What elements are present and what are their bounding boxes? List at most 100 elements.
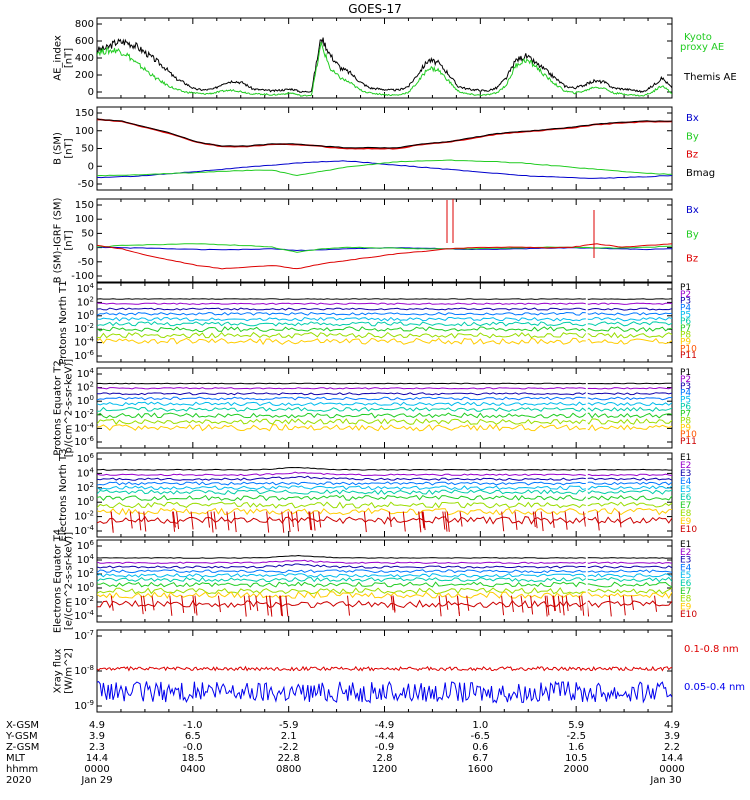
series-line [97,41,672,97]
y-tick-label: 0 [88,161,94,172]
footer-value: 2000 [563,764,588,775]
data-gap [585,454,588,536]
footer-value: -4.9 [375,720,395,731]
legend-entry: P6 [680,317,691,327]
y-tick-label: 200 [75,70,94,81]
footer-value: 10.5 [565,753,587,764]
y-axis-label: Protons Equator T2 [53,360,64,456]
flux-line [97,466,672,471]
legend-entry: E10 [680,525,697,535]
flux-spike [388,511,392,527]
flux-spike [444,511,448,532]
flux-spike [530,595,534,615]
legend-entry: P7 [680,324,691,334]
y-tick-label: 102 [77,381,94,394]
y-tick-label: -50 [78,257,94,268]
y-tick-label: 102 [77,295,94,308]
flux-spike [622,595,626,616]
y-tick-label: 10-8 [74,664,94,677]
y-tick-label: 100 [77,495,94,508]
y-tick-label: 100 [77,309,94,322]
legend-entry: E7 [680,501,691,511]
y-axis-label: AE_index [53,35,64,81]
y-tick-label: 102 [77,567,94,580]
flux-line [97,382,672,385]
series-line [97,243,672,270]
flux-line [97,321,672,327]
panel-data [97,541,672,621]
y-tick-label: 50 [81,228,94,239]
flux-spike [129,511,133,529]
y-tick-label: 100 [77,581,94,594]
flux-spike [510,595,514,613]
legend-entry: E7 [680,587,691,597]
flux-line [97,485,672,491]
panel-frame [96,17,673,99]
y-tick-label: 106 [77,452,95,465]
flux-spike [194,595,198,616]
footer-value: -0.0 [183,742,203,753]
flux-spike [501,595,505,616]
flux-spike [520,595,524,613]
y-axis-label: Xray flux [53,649,64,694]
flux-line [97,576,672,583]
panel-data [97,199,672,270]
y-tick-label: -100 [71,271,94,282]
flux-spike [169,595,173,616]
footer-value: Jan 29 [80,775,112,786]
y-tick-label: 10-6 [74,349,94,362]
y-tick-label: 400 [75,53,94,64]
flux-spike [312,511,316,531]
flux-line [97,311,672,316]
flux-line [97,481,672,486]
flux-spike [631,595,634,610]
y-tick-label: 10-2 [74,322,94,335]
flux-line [97,326,672,333]
flux-line [97,418,672,425]
legend-entry: E5 [680,485,691,495]
panel-8: Xray flux [W/m^2] 10-7 10-8 10-9 0.1-0.8 nm 0.… [53,629,745,713]
footer-table: X-GSMY-GSMZ-GSMMLThhmm20204.93.92.314.40… [5,720,685,786]
flux-spike [290,511,294,527]
flux-spike [363,511,367,533]
flux-line [97,680,672,704]
flux-spike [402,511,406,532]
legend-entry: P6 [680,403,691,413]
flux-spike [442,511,446,530]
flux-line [97,489,672,495]
footer-value: 0400 [180,764,205,775]
legend-entry: E2 [680,461,691,471]
panel-data [97,454,672,536]
panel-frame [96,198,673,283]
panel-data [97,369,672,447]
flux-line [97,302,672,305]
legend-entry: P1 [680,283,691,293]
footer-value: 6.5 [185,731,201,742]
y-tick-label: -50 [78,179,94,190]
flux-spike [532,511,536,527]
footer-value: -1.0 [183,720,203,731]
footer-value: 4.9 [89,720,105,731]
legend-entry: P5 [680,310,691,320]
flux-spike [618,511,622,528]
legend-entry: 0.05-0.4 nm [684,682,745,693]
legend-entry: P8 [680,331,691,341]
flux-line [97,316,672,322]
flux-spike [140,595,144,615]
panel-7: Electrons Equator T4 [e/(cm^2-s-sr-keV)] 1… [53,529,698,633]
legend-entry: E8 [680,509,692,519]
flux-line [97,298,672,300]
flux-line [97,494,672,502]
flux-line [97,587,672,595]
y-tick-label: 104 [77,553,95,566]
legend-entry: P3 [680,297,691,307]
legend-entry: P7 [680,409,691,419]
y-axis-label: Electrons North T3 [58,448,69,541]
flux-spike [151,595,155,611]
flux-spike [287,511,291,533]
panel-2: B (SM) [nT] 150 100 50 0 -50 Bx By Bz Bmag [53,106,715,191]
legend-entry: Bz [686,254,698,265]
legend-entry: Bmag [686,168,715,179]
legend-entry: E3 [680,469,691,479]
y-tick-label: 100 [77,394,94,407]
